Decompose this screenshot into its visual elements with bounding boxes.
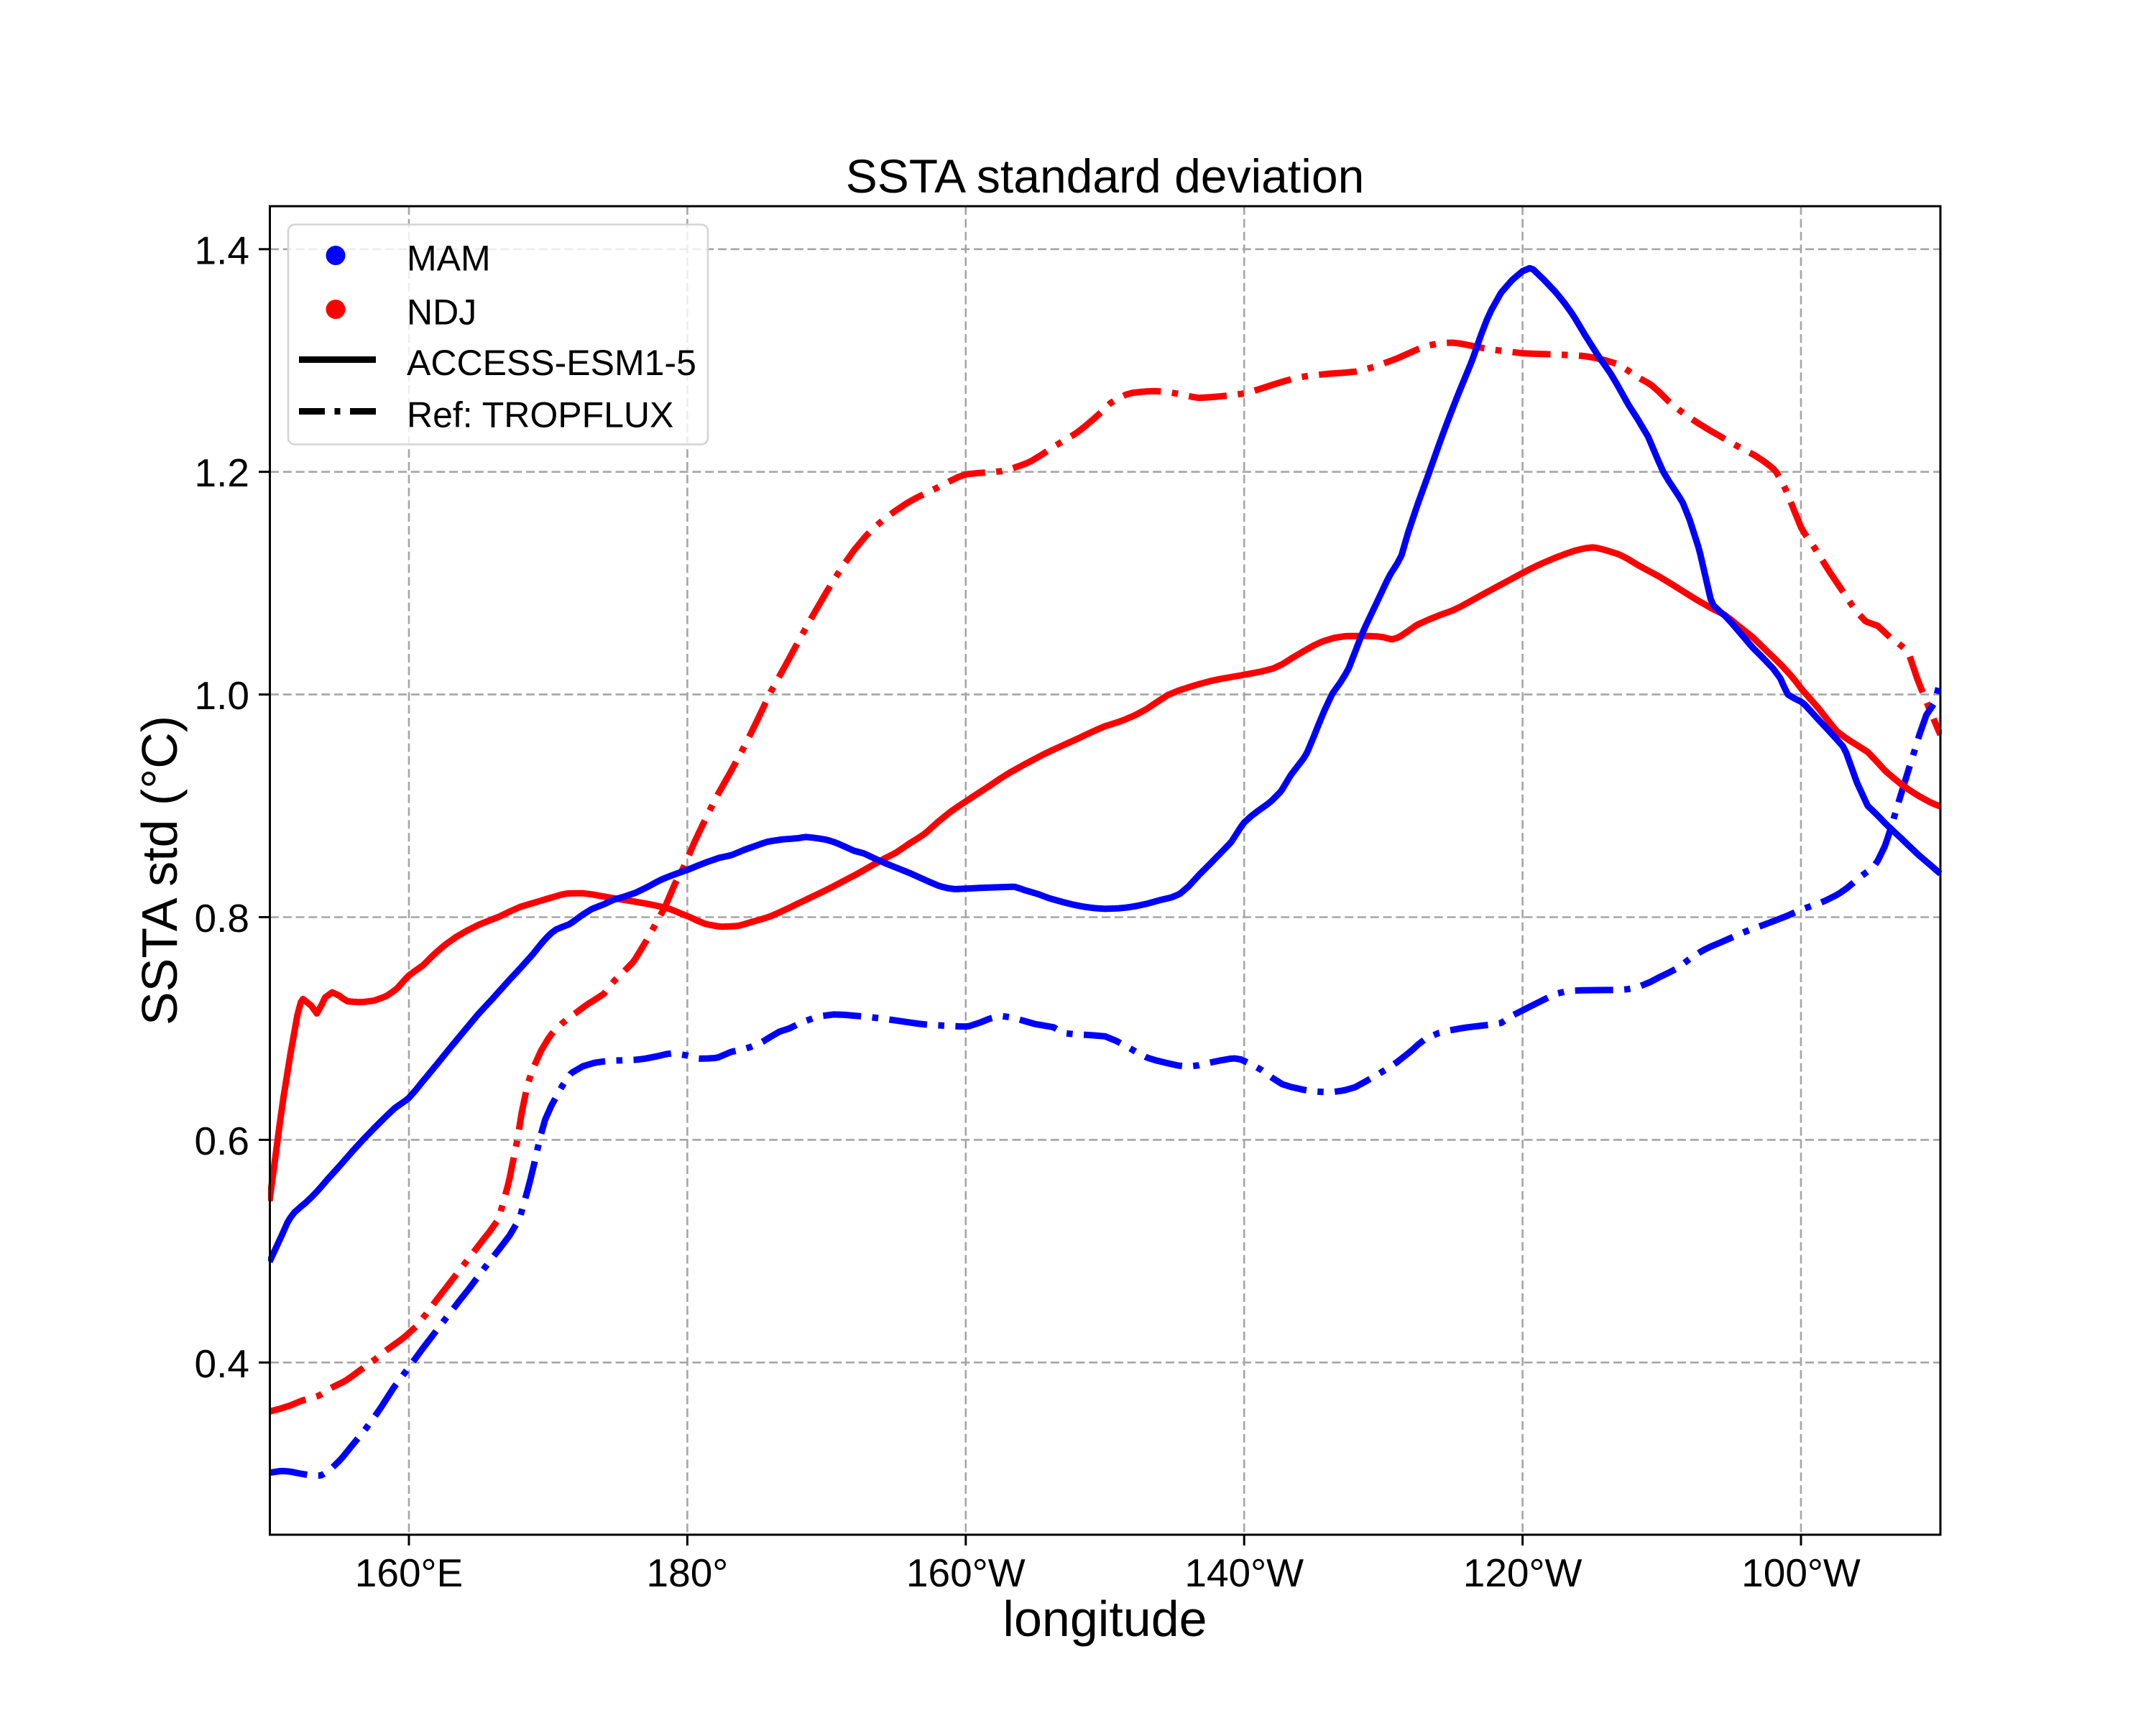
- svg-text:1.0: 1.0: [195, 673, 249, 718]
- svg-text:120°W: 120°W: [1463, 1551, 1583, 1595]
- svg-text:1.4: 1.4: [195, 228, 249, 272]
- svg-text:NDJ: NDJ: [407, 292, 476, 333]
- svg-text:0.6: 0.6: [195, 1119, 249, 1163]
- svg-text:0.8: 0.8: [195, 896, 249, 941]
- svg-text:Ref: TROPFLUX: Ref: TROPFLUX: [407, 395, 673, 435]
- svg-text:longitude: longitude: [1003, 1591, 1207, 1647]
- svg-text:100°W: 100°W: [1741, 1551, 1861, 1595]
- svg-text:SSTA standard deviation: SSTA standard deviation: [846, 149, 1365, 203]
- svg-text:MAM: MAM: [407, 239, 491, 279]
- svg-text:ACCESS-ESM1-5: ACCESS-ESM1-5: [407, 343, 696, 383]
- svg-text:180°: 180°: [647, 1551, 729, 1595]
- svg-text:160°E: 160°E: [355, 1551, 463, 1595]
- svg-text:160°W: 160°W: [906, 1551, 1026, 1595]
- svg-text:140°W: 140°W: [1184, 1551, 1304, 1595]
- svg-text:SSTA std (°C): SSTA std (°C): [132, 716, 188, 1025]
- svg-text:1.2: 1.2: [195, 451, 249, 495]
- svg-text:0.4: 0.4: [195, 1341, 249, 1386]
